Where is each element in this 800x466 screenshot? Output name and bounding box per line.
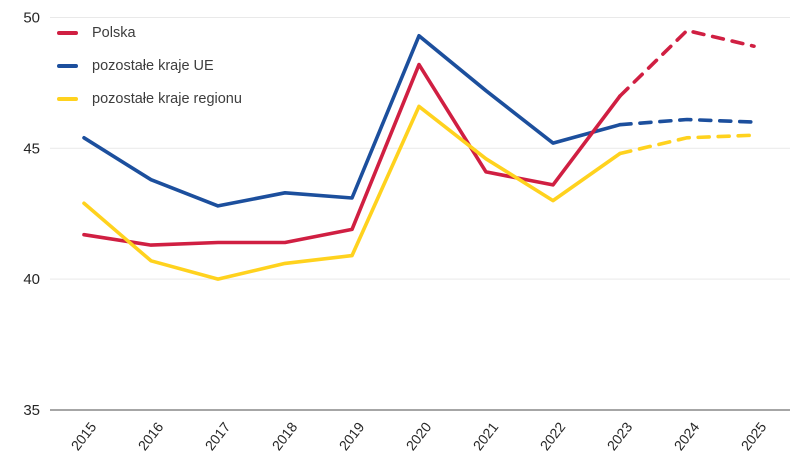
x-axis-tick-label: 2016 [135,419,167,454]
chart-legend: Polska pozostałe kraje UE pozostałe kraj… [57,23,242,109]
y-axis-tick-label: 45 [23,140,40,157]
legend-swatch-ue-icon [57,63,78,69]
x-axis-tick-label: 2022 [537,419,569,454]
legend-item-pozostale-kraje-ue: pozostałe kraje UE [57,56,242,76]
series-line-solid-pozostale-kraje-regionu [82,104,622,281]
legend-item-polska: Polska [57,23,242,43]
x-axis-tick-label: 2024 [671,419,703,454]
x-axis-tick-label: 2015 [68,419,100,454]
x-axis-tick-label: 2019 [336,419,368,454]
legend-item-pozostale-kraje-regionu: pozostałe kraje regionu [57,89,242,109]
x-axis-tick-label: 2020 [403,419,435,454]
y-axis-tick-label: 35 [23,402,40,419]
x-axis-tick-label: 2018 [269,419,301,454]
series-line-solid-pozostale-kraje-ue [82,34,622,208]
x-axis-tick-label: 2021 [470,419,502,454]
x-axis-tick-label: 2025 [738,419,770,454]
legend-swatch-regionu-icon [57,96,78,102]
x-axis-tick-label: 2017 [202,419,234,454]
legend-label-polska: Polska [92,25,136,41]
legend-label-pozostale-kraje-regionu: pozostałe kraje regionu [92,91,242,107]
series-line-dashed-pozostale-kraje-ue [618,117,756,127]
series-line-dashed-pozostale-kraje-regionu [618,133,756,156]
series-line-dashed-polska [618,28,756,98]
x-axis-tick-label: 2023 [604,419,636,454]
y-axis-tick-label: 40 [23,271,40,288]
y-axis-tick-label: 50 [23,9,40,26]
series-line-solid-polska [82,62,622,247]
legend-swatch-polska-icon [57,30,78,36]
legend-label-pozostale-kraje-ue: pozostałe kraje UE [92,58,214,74]
